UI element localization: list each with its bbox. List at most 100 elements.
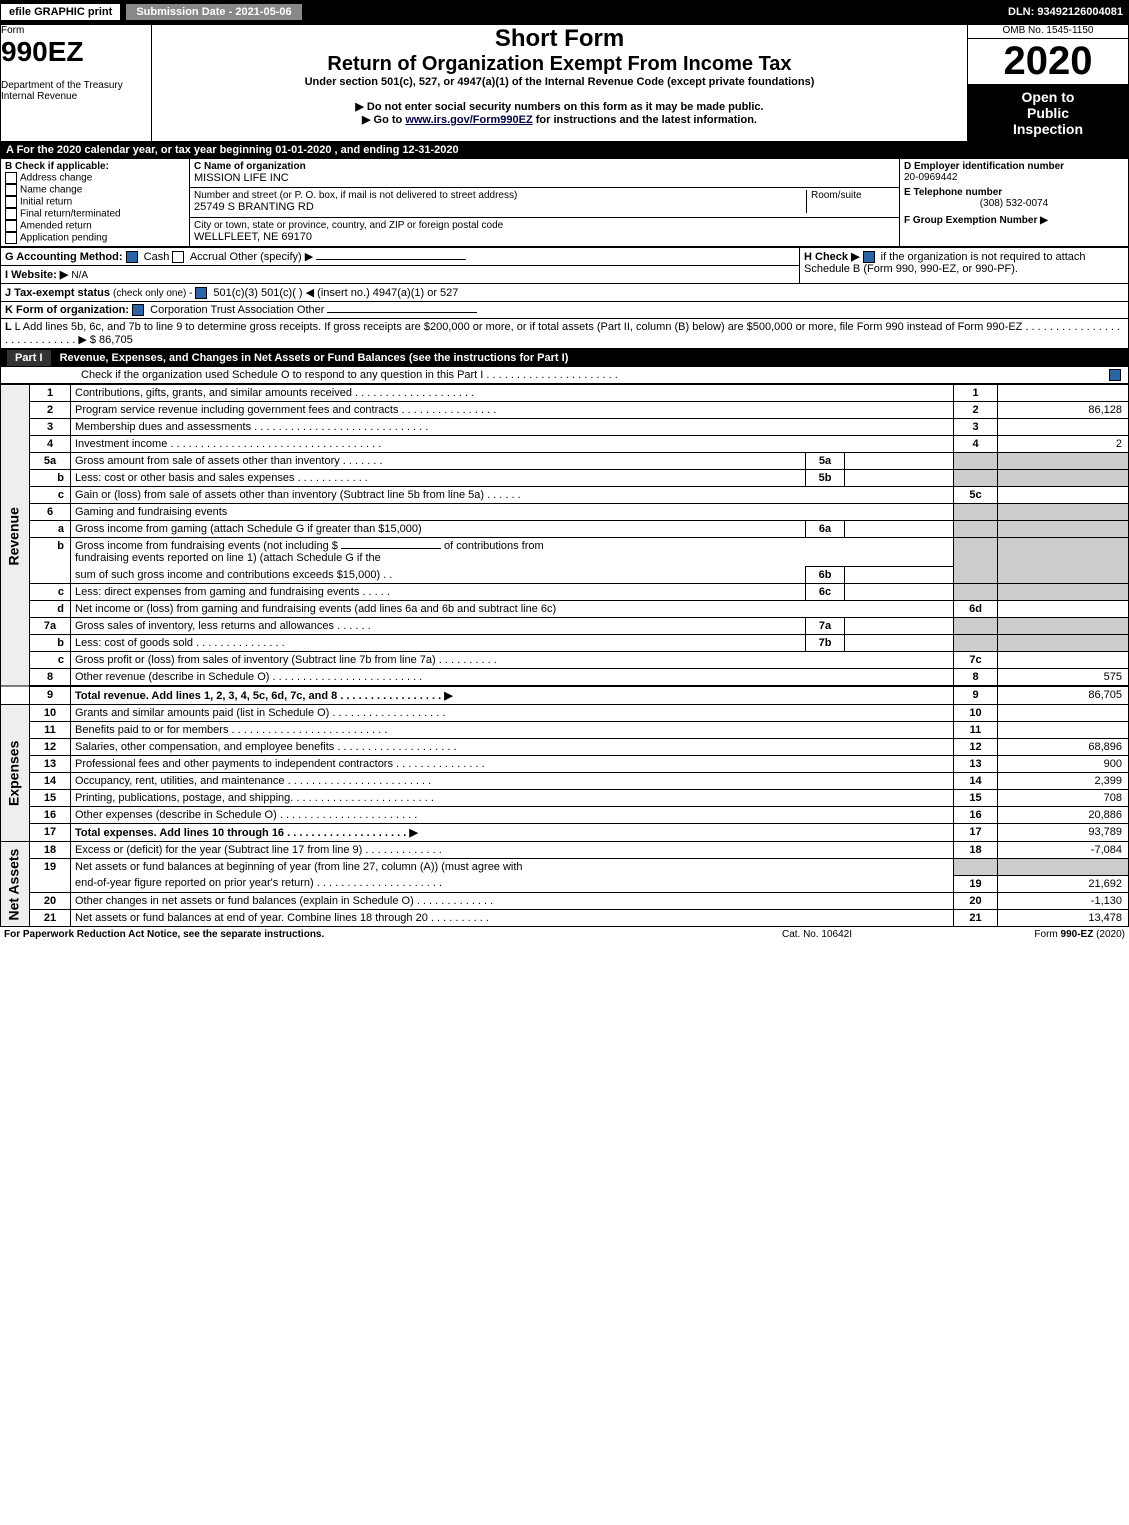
- e-label: E Telephone number: [904, 187, 1124, 198]
- sub-label: 6b: [806, 567, 845, 584]
- line-no: 14: [30, 773, 71, 790]
- title-sub: Under section 501(c), 527, or 4947(a)(1)…: [152, 76, 967, 88]
- line-no: b: [30, 538, 71, 584]
- checkbox-icon: [5, 208, 17, 220]
- k-label: K Form of organization:: [5, 304, 132, 316]
- line-col: 15: [954, 790, 998, 807]
- note-goto: ▶ Go to www.irs.gov/Form990EZ for instru…: [152, 113, 967, 126]
- line-col: 8: [954, 669, 998, 687]
- dln-number: DLN: 93492126004081: [1008, 6, 1129, 18]
- line-desc: Net assets or fund balances at end of ye…: [71, 909, 954, 926]
- line-col: 21: [954, 909, 998, 926]
- b-item-5[interactable]: Application pending: [5, 232, 185, 244]
- ghijkl-block: G Accounting Method: Cash Accrual Other …: [0, 247, 1129, 349]
- line-col: 19: [954, 875, 998, 892]
- footer-left: For Paperwork Reduction Act Notice, see …: [0, 927, 713, 942]
- irs-link[interactable]: www.irs.gov/Form990EZ: [405, 114, 532, 126]
- g-cell: G Accounting Method: Cash Accrual Other …: [1, 248, 800, 266]
- org-name: MISSION LIFE INC: [194, 172, 895, 184]
- sub-value: [845, 584, 954, 601]
- line-amt: [998, 722, 1129, 739]
- b-item-0[interactable]: Address change: [5, 172, 185, 184]
- line-no: a: [30, 521, 71, 538]
- b-item-3[interactable]: Final return/terminated: [5, 208, 185, 220]
- checkbox-icon: [5, 220, 17, 232]
- b-label-0: Address change: [20, 173, 92, 184]
- b-item-4[interactable]: Amended return: [5, 220, 185, 232]
- r6b-blank-input[interactable]: [341, 548, 441, 549]
- shaded-cell: [998, 618, 1129, 635]
- h-label: H Check ▶: [804, 251, 863, 263]
- sub-value: [845, 470, 954, 487]
- note-ssn: ▶ Do not enter social security numbers o…: [152, 100, 967, 113]
- expenses-side-label: Expenses: [1, 705, 30, 842]
- checkbox-icon: [5, 172, 17, 184]
- city-value: WELLFLEET, NE 69170: [194, 231, 895, 243]
- line-col: 13: [954, 756, 998, 773]
- g-other-input[interactable]: [316, 259, 466, 260]
- entity-block: B Check if applicable: Address change Na…: [0, 158, 1129, 247]
- line-col: 1: [954, 385, 998, 402]
- line-amt: 68,896: [998, 739, 1129, 756]
- open-line2: Public: [972, 105, 1124, 121]
- r6b-d1: Gross income from fundraising events (no…: [75, 540, 338, 552]
- line-amt: 900: [998, 756, 1129, 773]
- h-cell: H Check ▶ if the organization is not req…: [800, 248, 1129, 284]
- sub-label: 6a: [806, 521, 845, 538]
- line-amt: -1,130: [998, 892, 1129, 909]
- line-no: 2: [30, 402, 71, 419]
- line-amt: 21,692: [998, 875, 1129, 892]
- line-no: 6: [30, 504, 71, 521]
- line-no: 11: [30, 722, 71, 739]
- l-cell: L L Add lines 5b, 6c, and 7b to line 9 t…: [1, 319, 1129, 349]
- g-label: G Accounting Method:: [5, 251, 126, 263]
- line-col: 17: [954, 824, 998, 842]
- footer-right-suffix: (2020): [1093, 929, 1125, 940]
- efile-prefix: efile: [9, 6, 34, 18]
- line-desc: Contributions, gifts, grants, and simila…: [71, 385, 954, 402]
- form-label: Form: [1, 25, 151, 36]
- l-amount: 86,705: [99, 334, 133, 346]
- part1-check-text: Check if the organization used Schedule …: [81, 369, 618, 381]
- part1-title-row: Part I Revenue, Expenses, and Changes in…: [1, 350, 1129, 367]
- line-no: d: [30, 601, 71, 618]
- dept-treasury: Department of the Treasury: [1, 80, 151, 91]
- part1-title: Revenue, Expenses, and Changes in Net As…: [60, 352, 569, 364]
- line-no: c: [30, 487, 71, 504]
- part1-body: Revenue 1 Contributions, gifts, grants, …: [0, 384, 1129, 927]
- line-no: 13: [30, 756, 71, 773]
- city-label: City or town, state or province, country…: [194, 220, 895, 231]
- omb-number: OMB No. 1545-1150: [968, 25, 1128, 39]
- k-other-input[interactable]: [327, 312, 477, 313]
- addr-label: Number and street (or P. O. box, if mail…: [194, 190, 806, 201]
- line-col: 16: [954, 807, 998, 824]
- form-number: 990EZ: [1, 36, 151, 68]
- efile-link[interactable]: efile GRAPHIC print: [0, 3, 121, 21]
- j-small: (check only one) -: [113, 288, 195, 299]
- checkbox-filled-icon: [1109, 369, 1121, 381]
- line-a-text: A For the 2020 calendar year, or tax yea…: [6, 144, 459, 156]
- b-title: B Check if applicable:: [5, 161, 185, 172]
- line-amt: [998, 487, 1129, 504]
- c-name-cell: C Name of organization MISSION LIFE INC: [190, 159, 900, 188]
- line-desc-6b-top: Gross income from fundraising events (no…: [71, 538, 954, 567]
- spacer: [1, 686, 30, 705]
- line-no: 15: [30, 790, 71, 807]
- line-no: 5a: [30, 453, 71, 470]
- i-cell: I Website: ▶ N/A: [1, 266, 800, 284]
- b-item-1[interactable]: Name change: [5, 184, 185, 196]
- g-accrual: Accrual Other (specify) ▶: [187, 251, 313, 263]
- line-no: 17: [30, 824, 71, 842]
- line-no: 9: [30, 686, 71, 705]
- line-amt: 2: [998, 436, 1129, 453]
- line-col: 4: [954, 436, 998, 453]
- line-desc: Printing, publications, postage, and shi…: [71, 790, 954, 807]
- line-a: A For the 2020 calendar year, or tax yea…: [0, 142, 1129, 158]
- line-col: 3: [954, 419, 998, 436]
- shaded-cell: [998, 453, 1129, 470]
- open-public-box: Open to Public Inspection: [968, 85, 1128, 141]
- shaded-cell: [998, 538, 1129, 584]
- b-item-2[interactable]: Initial return: [5, 196, 185, 208]
- line-no: 21: [30, 909, 71, 926]
- line-desc: Other changes in net assets or fund bala…: [71, 892, 954, 909]
